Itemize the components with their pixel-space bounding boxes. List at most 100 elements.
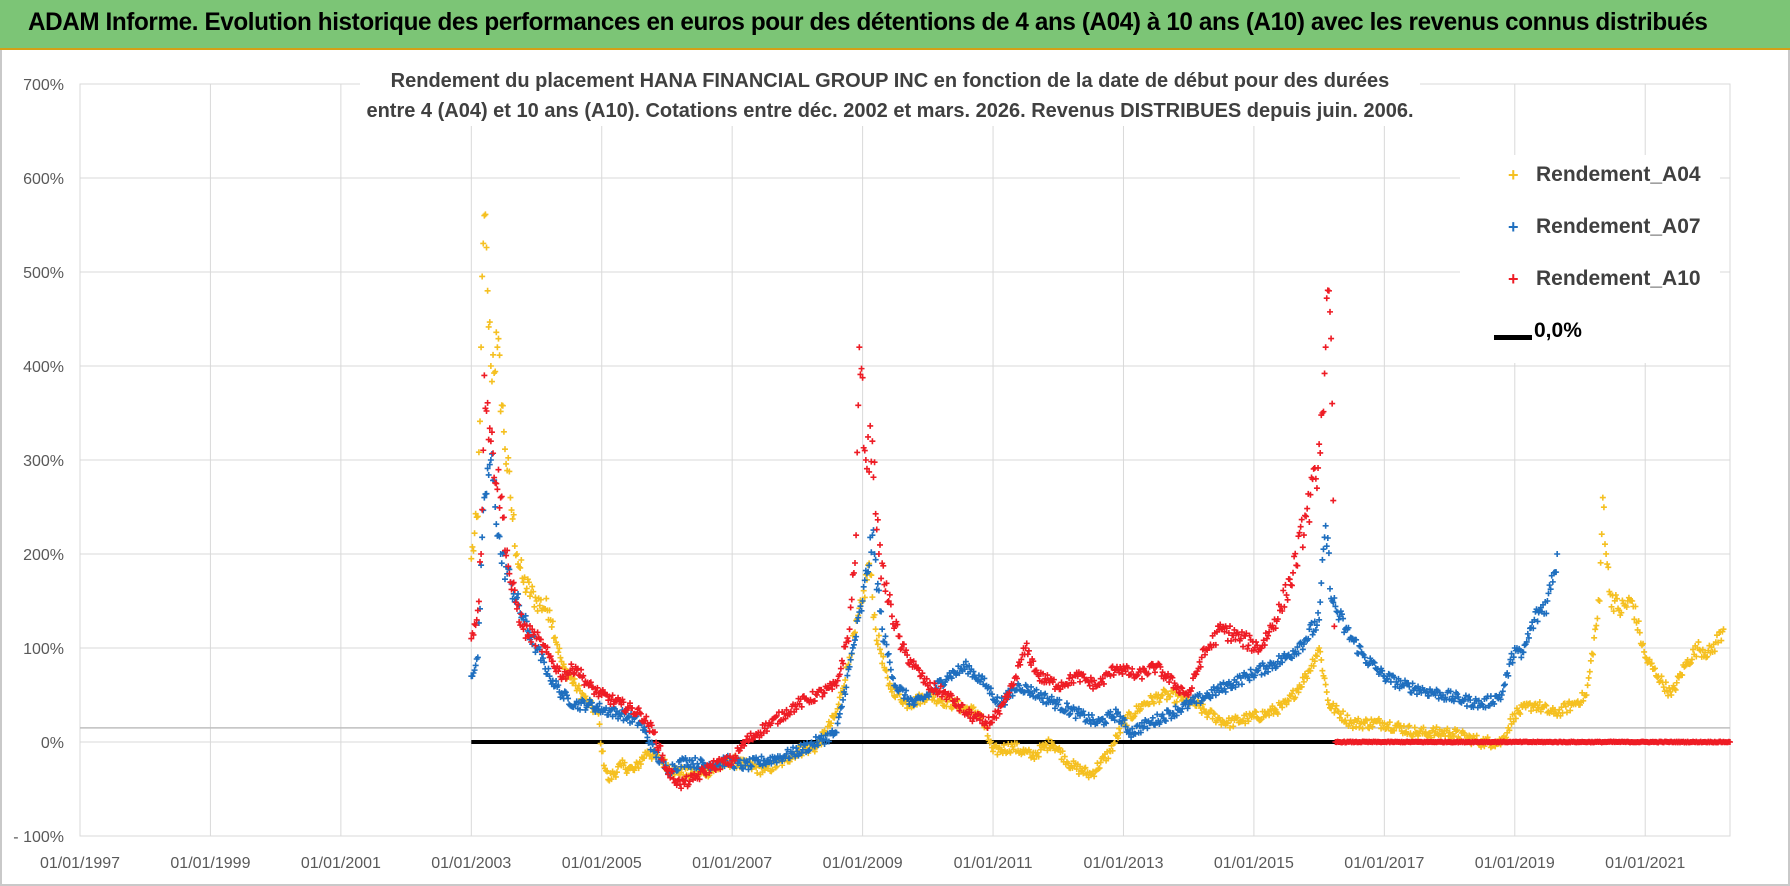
data-point [1244, 673, 1251, 680]
data-point [1598, 531, 1605, 538]
data-point [861, 594, 868, 601]
data-point [1681, 663, 1688, 670]
data-point [1316, 441, 1323, 448]
data-point [706, 769, 713, 776]
data-point [1055, 701, 1062, 708]
data-point [758, 753, 765, 760]
data-point [632, 763, 639, 770]
data-point [850, 630, 857, 637]
data-point [503, 552, 510, 559]
legend-marker-a04: + [1508, 165, 1519, 185]
data-point [1154, 711, 1161, 718]
data-point [916, 667, 923, 674]
data-point [520, 579, 527, 586]
data-point [1198, 654, 1205, 661]
data-point [1119, 670, 1126, 677]
data-point [1299, 544, 1306, 551]
data-point [845, 638, 852, 645]
data-point [1062, 707, 1069, 714]
data-point [970, 668, 977, 675]
data-point [673, 782, 680, 789]
y-tick-label: - 100% [13, 829, 64, 846]
data-point [1337, 608, 1344, 615]
data-point [1149, 661, 1156, 668]
data-point [1041, 691, 1048, 698]
data-point [521, 574, 528, 581]
data-point [1590, 651, 1597, 658]
data-point [671, 771, 678, 778]
data-point [1325, 287, 1332, 294]
data-point [1144, 725, 1151, 732]
data-point [557, 654, 564, 661]
data-point [959, 701, 966, 708]
legend-marker-a07: + [1508, 217, 1519, 237]
data-point [879, 660, 886, 667]
data-point [1619, 597, 1626, 604]
data-point [1115, 709, 1122, 716]
data-point [1279, 704, 1286, 711]
data-point [956, 707, 963, 714]
data-point [1435, 695, 1442, 702]
data-point [530, 588, 537, 595]
data-point [1087, 674, 1094, 681]
data-point [1265, 668, 1272, 675]
data-point [1462, 692, 1469, 699]
data-point [1245, 674, 1252, 681]
data-point [993, 714, 1000, 721]
data-point [1543, 610, 1550, 617]
data-point [484, 399, 491, 406]
y-tick-label: 600% [23, 171, 64, 188]
data-point [1300, 532, 1307, 539]
data-point [629, 718, 636, 725]
data-point [1006, 689, 1013, 696]
data-point [1310, 465, 1317, 472]
data-point [599, 748, 606, 755]
data-point [1235, 631, 1242, 638]
data-point [887, 601, 894, 608]
data-point [468, 635, 475, 642]
data-point [1602, 541, 1608, 548]
data-point [1704, 653, 1711, 660]
data-point [1596, 598, 1603, 604]
data-point [866, 562, 873, 569]
legend-item-a10: + Rendement_A10 [1460, 259, 1720, 311]
data-point [796, 700, 803, 707]
data-point [1688, 656, 1695, 663]
data-point [1292, 550, 1299, 557]
data-point [1294, 644, 1301, 651]
data-point [1238, 718, 1245, 725]
data-point [872, 626, 879, 633]
data-point [836, 671, 843, 678]
data-point [1105, 755, 1112, 762]
data-point [840, 660, 847, 667]
data-point [1333, 702, 1340, 709]
data-point [1005, 694, 1012, 701]
data-point [524, 576, 531, 583]
data-point [604, 768, 611, 775]
data-point [1381, 720, 1388, 727]
data-point [515, 590, 522, 597]
data-point [1666, 684, 1673, 691]
data-point [1368, 716, 1375, 723]
data-point [609, 692, 616, 699]
data-point [1506, 727, 1513, 734]
data-point [1116, 725, 1123, 732]
data-point [874, 580, 881, 587]
data-point [1340, 708, 1347, 715]
data-point [495, 466, 502, 473]
series-rendement_a07 [468, 450, 1561, 778]
data-point [782, 715, 789, 722]
data-point [1211, 711, 1218, 718]
data-point [1574, 698, 1581, 705]
data-point [1363, 717, 1370, 724]
data-point [527, 622, 533, 629]
x-tick-label: 01/01/2005 [562, 855, 642, 872]
data-point [497, 494, 504, 501]
data-point [969, 718, 976, 725]
legend-label-a10: Rendement_A10 [1536, 267, 1701, 290]
data-point [980, 713, 987, 720]
data-point [954, 696, 961, 703]
data-point [1533, 606, 1540, 613]
data-point [850, 641, 857, 648]
data-point [1252, 672, 1258, 679]
